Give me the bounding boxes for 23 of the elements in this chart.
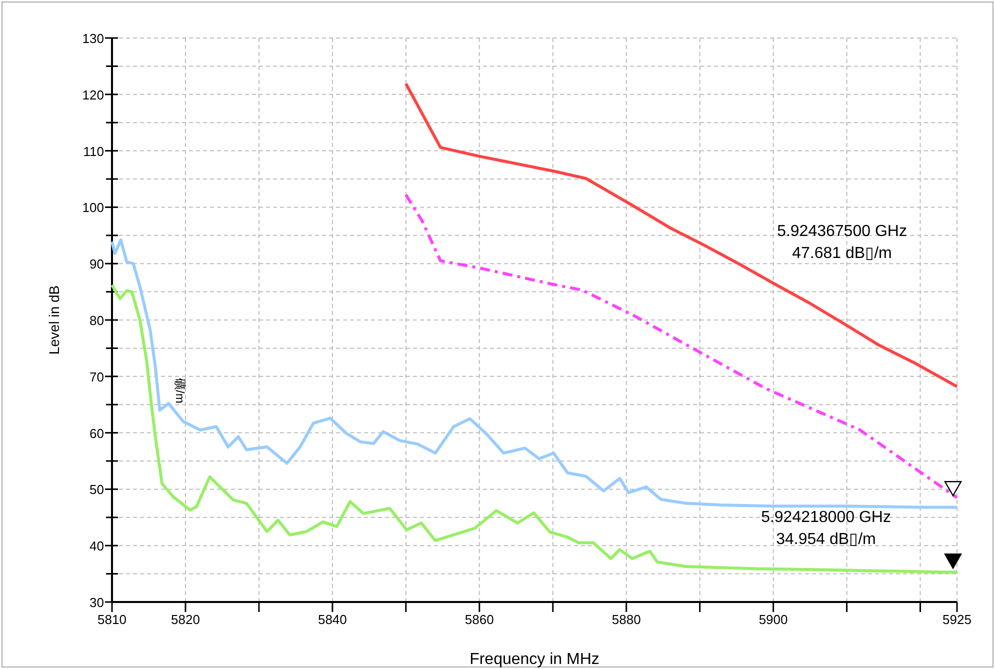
x-tick-label: 5900	[758, 612, 788, 627]
x-tick-label: 5820	[171, 612, 200, 627]
y-tick-label: 130	[82, 31, 104, 46]
x-tick-label: 5840	[318, 612, 347, 627]
y-tick-label: 120	[82, 87, 104, 102]
x-tick-label: 5925	[942, 612, 972, 627]
x-axis-title: Frequency in MHz	[470, 651, 600, 668]
annotation: 5.924218000 GHz 34.954 dB▯/m	[761, 509, 891, 548]
annotation: 5.924367500 GHz 47.681 dB▯/m	[777, 223, 907, 262]
y-tick-label: 70	[90, 369, 104, 384]
y-tick-label: 30	[90, 595, 104, 610]
y-tick-label: 100	[82, 200, 104, 216]
y-axis-title: Level in dB	[46, 285, 62, 355]
y-tick-label: 90	[90, 256, 104, 272]
annotation: 礦/m	[173, 378, 187, 404]
x-tick-label: 5860	[464, 612, 494, 627]
y-tick-label: 40	[90, 538, 104, 554]
y-tick-label: 110	[83, 144, 104, 159]
y-tick-label: 50	[90, 482, 104, 498]
x-tick-label: 5810	[98, 612, 126, 627]
y-tick-label: 60	[90, 426, 104, 441]
x-tick-label: 5880	[612, 612, 641, 627]
y-tick-label: 80	[90, 313, 104, 328]
